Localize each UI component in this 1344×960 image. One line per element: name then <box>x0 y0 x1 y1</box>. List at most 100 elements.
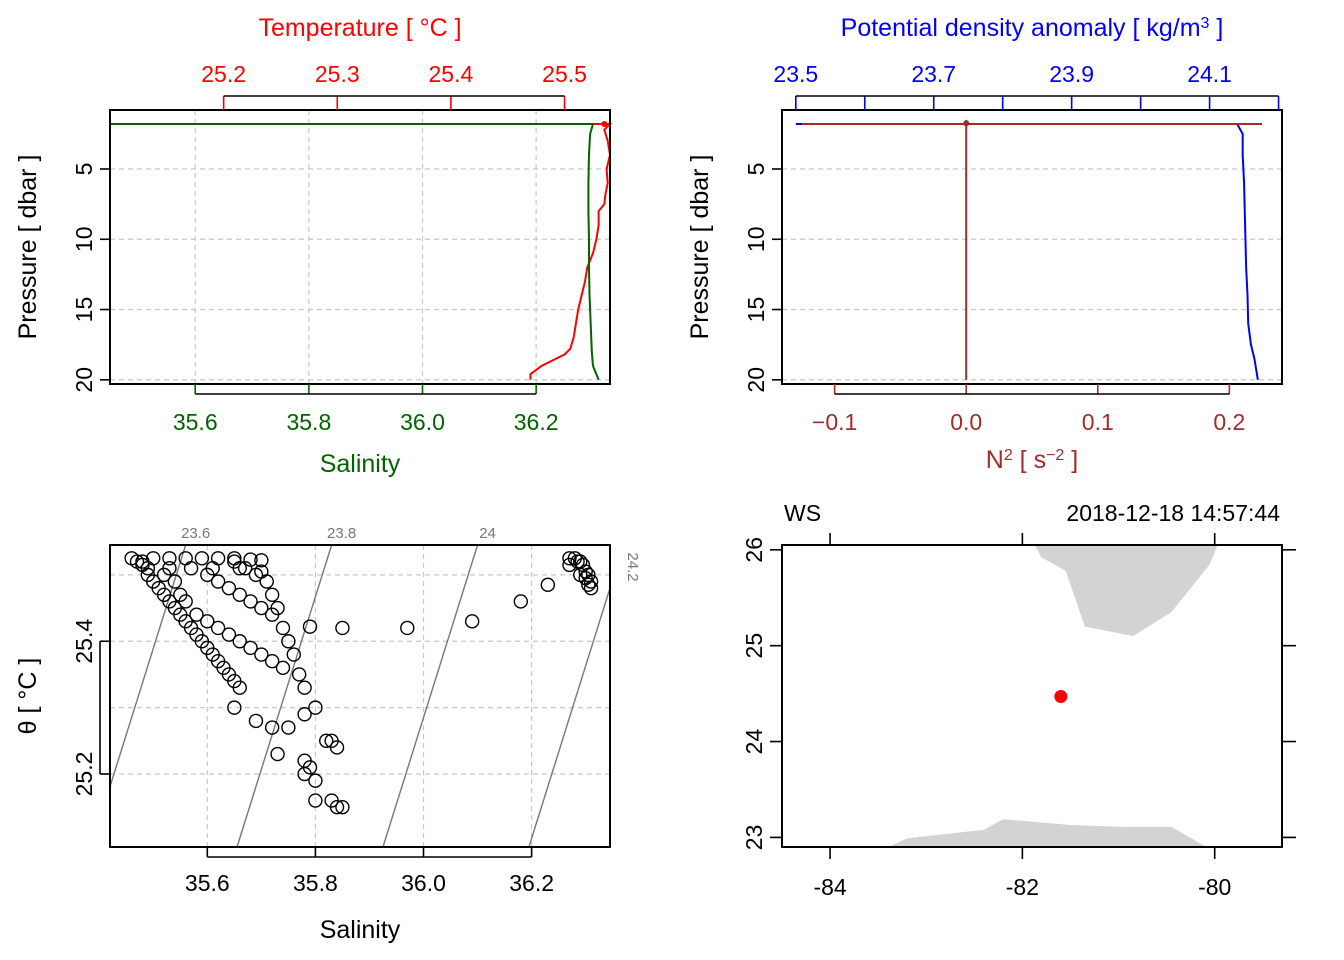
temperature-tick-label: 25.3 <box>315 61 360 87</box>
ts-point <box>200 614 215 629</box>
isopycnal-line <box>110 545 187 789</box>
ts-point <box>581 567 596 583</box>
ts-point <box>329 740 345 755</box>
isopycnal-label: 24 <box>479 525 496 542</box>
longitude-tick-label: -84 <box>813 874 846 900</box>
ts-point <box>308 793 323 808</box>
ts-point <box>291 667 307 682</box>
density-tick-label: 23.5 <box>773 61 818 87</box>
salinity-tick-label: 35.8 <box>293 870 338 896</box>
ts-point <box>221 627 237 642</box>
ts-point <box>254 553 269 568</box>
ts-point <box>162 551 177 566</box>
n2-tick-label: 0.2 <box>1213 409 1245 435</box>
profile2-series <box>795 119 1262 380</box>
ts-point <box>297 680 312 695</box>
temperature-tick-label: 25.5 <box>542 61 587 87</box>
ts-point <box>205 561 220 576</box>
ts-point <box>275 660 291 675</box>
salinity-tick-label: 36.2 <box>509 870 554 896</box>
profile2-top-axis-title-end: ] <box>1209 14 1223 42</box>
salinity-tick-label: 35.6 <box>185 870 230 896</box>
map-station <box>1054 689 1068 703</box>
ts-point <box>243 640 258 656</box>
ts-point <box>254 647 269 662</box>
profile2-top-axis-title-sup: 3 <box>1201 15 1210 32</box>
ts-isopycnal-labels: 23.6 23.8 24 24.2 <box>181 525 641 582</box>
ts-point <box>264 720 280 735</box>
ts-point <box>581 577 596 593</box>
ts-point <box>513 594 529 609</box>
latitude-tick-label: 25 <box>741 633 767 659</box>
station-map-panel: -84 -82 -80 23 24 25 26 WS 2018-12-18 14:57:44 <box>741 500 1296 900</box>
ts-point <box>237 561 253 576</box>
profile2-plot-frame <box>781 109 1283 385</box>
ts-point <box>194 551 210 566</box>
ts-point <box>562 557 577 573</box>
ts-point <box>335 799 350 815</box>
ts-point <box>270 746 285 762</box>
ts-point <box>232 561 247 576</box>
pressure-tick-label: 20 <box>743 367 769 393</box>
ts-point <box>297 766 312 782</box>
density-profile-line <box>795 123 1259 380</box>
n2-surface-point <box>963 120 970 127</box>
ts-point <box>183 561 199 576</box>
land-cuba <box>888 819 1207 847</box>
ts-point <box>259 574 274 589</box>
profile2-y-axis-title: Pressure [ dbar ] <box>686 155 714 340</box>
ts-point <box>562 551 577 566</box>
latitude-tick-label: 26 <box>741 537 767 563</box>
ts-point <box>232 634 247 649</box>
ts-point <box>275 620 291 636</box>
profile2-bottom-axis-title-end: ] <box>1064 446 1078 474</box>
ts-point <box>400 620 415 636</box>
map-axes: -84 -82 -80 23 24 25 26 <box>741 533 1296 900</box>
ts-point <box>210 551 226 566</box>
profile1-plot-frame <box>109 109 611 385</box>
ts-x-axis-title: Salinity <box>320 916 401 944</box>
profile-panel-density-n2: 5 10 15 20 −0.1 0.0 0.1 0.2 23.5 23.7 23.9 24.1 Pot… <box>686 14 1283 474</box>
temperature-tick-label: 25.4 <box>429 61 474 87</box>
salinity-tick-label: 36.2 <box>514 409 559 435</box>
profile1-grid <box>110 110 610 384</box>
ts-point <box>210 574 226 589</box>
density-tick-label: 24.1 <box>1187 61 1232 87</box>
pressure-tick-label: 5 <box>743 163 769 176</box>
ts-point <box>319 733 334 749</box>
ts-point <box>570 554 585 569</box>
map-land <box>888 545 1218 847</box>
isopycnal-line <box>528 585 610 847</box>
ts-point <box>248 713 264 729</box>
latitude-tick-label: 23 <box>741 825 767 851</box>
land-florida <box>1034 545 1218 637</box>
ts-point <box>270 600 285 616</box>
temperature-surface-point <box>601 121 608 128</box>
isopycnal-label: 23.8 <box>327 525 356 542</box>
profile2-bottom-axis-title-n: N <box>986 446 1004 474</box>
ts-plot-frame <box>109 544 611 848</box>
ts-point <box>243 594 258 609</box>
ts-axes: 35.6 35.8 36.0 36.2 25.2 25.4 <box>71 619 554 896</box>
profile2-top-axis-title-main: Potential density anomaly [ kg/m <box>841 14 1201 42</box>
salinity-tick-label: 35.8 <box>286 409 331 435</box>
pressure-tick-label: 15 <box>71 297 97 323</box>
n2-tick-label: 0.1 <box>1082 409 1114 435</box>
map-plot-frame <box>781 544 1283 848</box>
map-datetime: 2018-12-18 14:57:44 <box>1066 500 1280 526</box>
n2-tick-label: −0.1 <box>812 409 857 435</box>
density-tick-label: 23.9 <box>1049 61 1094 87</box>
salinity-profile-line <box>110 123 600 381</box>
pressure-tick-label: 10 <box>743 226 769 252</box>
longitude-tick-label: -80 <box>1198 874 1231 900</box>
ts-point <box>464 614 480 629</box>
isopycnal-line <box>382 545 479 847</box>
pressure-tick-label: 20 <box>71 367 97 393</box>
ts-point <box>189 607 204 622</box>
profile1-bottom-axis-title: Salinity <box>320 450 401 478</box>
profile2-grid <box>782 168 1282 381</box>
profile2-bottom-axis-title-sup: 2 <box>1004 447 1013 464</box>
pressure-tick-label: 15 <box>743 297 769 323</box>
ts-point <box>232 680 247 695</box>
